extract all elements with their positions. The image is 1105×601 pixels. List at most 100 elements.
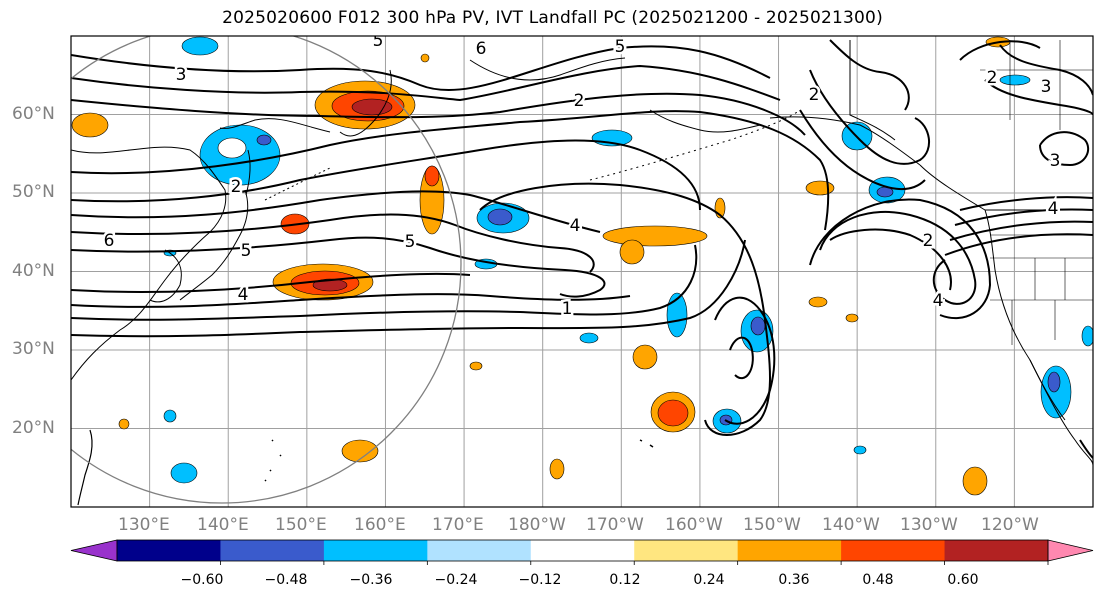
colorbar-tick-label: 0.12 <box>609 572 641 588</box>
negative-anomaly <box>999 74 1031 86</box>
positive-anomaly <box>805 180 835 196</box>
map-content: 3 6 5 5 2 2 3 3 2 6 5 5 4 4 1 4 2 2 4 <box>71 36 1093 507</box>
range-circle <box>71 36 462 504</box>
lon-label: 170°E <box>432 515 484 535</box>
contour-label: 3 <box>176 65 187 85</box>
gridlines <box>71 36 1093 507</box>
colorbar-tick-label: −0.36 <box>349 572 393 588</box>
chukotka <box>469 57 626 81</box>
canada-provinces <box>980 40 1093 130</box>
colorbar-tick-label: −0.48 <box>264 572 308 588</box>
pacific-islands <box>264 439 282 482</box>
alaska-border <box>849 40 896 141</box>
colorbar-tick-label: −0.24 <box>434 572 478 588</box>
contour-label: 1 <box>562 299 573 319</box>
positive-anomaly <box>118 418 130 430</box>
pv-contours <box>71 39 1093 459</box>
contour-label: 4 <box>238 285 249 305</box>
lon-label: 160°E <box>354 515 406 535</box>
positive-anomaly <box>845 313 859 323</box>
lat-label: 30°N <box>12 339 55 359</box>
lon-label: 140°E <box>197 515 249 535</box>
kuril-chain <box>264 167 331 201</box>
negative-anomaly <box>170 462 198 484</box>
lon-label: 180°W <box>508 515 566 535</box>
siberia-coast <box>219 118 331 133</box>
lat-label: 60°N <box>12 104 55 124</box>
colorbar-segment <box>530 540 635 561</box>
map-frame <box>70 35 1094 508</box>
chart-title: 2025020600 F012 300 hPa PV, IVT Landfall… <box>222 8 883 28</box>
positive-anomaly <box>602 225 708 247</box>
pv-shading <box>71 36 1093 496</box>
lon-label: 150°W <box>743 515 801 535</box>
colorbar-tick-label: 0.48 <box>862 572 894 588</box>
colorbar-extend-min <box>70 539 118 562</box>
negative-anomaly-baja <box>1040 365 1072 419</box>
colorbar-tick-label: 0.60 <box>947 572 979 588</box>
negative-anomaly <box>1081 325 1093 347</box>
lat-label: 40°N <box>12 261 55 281</box>
negative-anomaly-aleutian <box>476 202 530 234</box>
kamchatka <box>339 69 392 137</box>
colorbar-segment <box>427 540 532 561</box>
contour-label: 4 <box>570 216 581 236</box>
hawaii <box>639 439 654 448</box>
colorbar-segment <box>220 540 325 561</box>
lon-label: 120°W <box>981 515 1039 535</box>
contour-label: 4 <box>933 291 944 311</box>
japan-islands <box>179 189 249 301</box>
negative-anomaly-okhotsk <box>199 124 281 186</box>
positive-anomaly <box>341 439 379 463</box>
contour-label: 5 <box>241 241 252 261</box>
positive-anomaly <box>808 296 828 308</box>
contour-label: 5 <box>615 37 626 57</box>
positive-anomaly <box>657 399 689 427</box>
positive-anomaly <box>619 239 645 265</box>
lat-label: 20°N <box>12 418 55 438</box>
coastlines <box>71 40 1093 506</box>
lon-label: 130°W <box>900 515 958 535</box>
colorbar-tick-label: 0.24 <box>693 572 725 588</box>
colorbar-segment <box>944 540 1049 561</box>
negative-anomaly <box>666 292 688 338</box>
alaska-south <box>769 116 921 166</box>
positive-anomaly <box>424 165 440 187</box>
contour-label: 3 <box>1050 151 1061 171</box>
colorbar-ticks <box>220 561 1049 565</box>
lon-label: 160°W <box>665 515 723 535</box>
contour-label: 2 <box>987 68 998 88</box>
negative-anomaly <box>853 445 867 455</box>
lon-label: 140°W <box>822 515 880 535</box>
positive-anomaly <box>962 466 988 496</box>
philippines <box>77 429 93 506</box>
colorbar <box>70 539 1094 565</box>
colorbar-extend-max <box>1047 539 1094 562</box>
contour-label: 3 <box>1041 77 1052 97</box>
contour-label: 6 <box>476 39 487 59</box>
lon-label: 130°E <box>118 515 170 535</box>
contour-label: 4 <box>1048 199 1059 219</box>
colorbar-segment <box>634 540 739 561</box>
contour-label: 5 <box>405 232 416 252</box>
colorbar-tick-label: −0.60 <box>180 572 224 588</box>
lon-label: 170°W <box>586 515 644 535</box>
baja-california <box>1029 359 1066 421</box>
negative-anomaly <box>163 409 177 423</box>
contour-label: 2 <box>809 85 820 105</box>
lat-label: 50°N <box>12 182 55 202</box>
negative-anomaly <box>579 332 599 344</box>
asia-coast <box>71 146 227 381</box>
colorbar-segment <box>323 540 428 561</box>
colorbar-segment <box>117 540 221 561</box>
negative-anomaly <box>181 36 219 56</box>
positive-anomaly <box>469 361 483 371</box>
contour-label: 2 <box>923 231 934 251</box>
colorbar-frame <box>116 539 1049 562</box>
contour-label: 2 <box>574 91 585 111</box>
positive-anomaly <box>420 53 430 63</box>
positive-anomaly-japan-east <box>272 263 374 301</box>
positive-anomaly <box>632 344 658 370</box>
colorbar-segment <box>841 540 946 561</box>
